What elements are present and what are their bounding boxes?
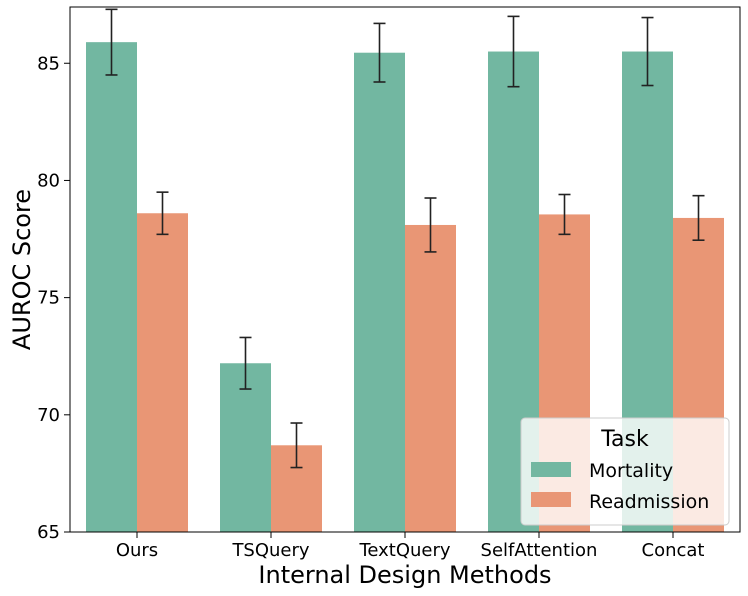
error-bar-readmission-textquery <box>424 197 437 253</box>
x-tick-label-textquery: TextQuery <box>358 540 450 561</box>
y-tick-label: 80 <box>37 170 60 191</box>
error-bar-mortality-concat <box>641 16 654 87</box>
x-tick-label-selfattention: SelfAttention <box>481 540 598 561</box>
legend-label-readmission: Readmission <box>589 491 709 513</box>
error-bar-mortality-tsquery <box>239 336 252 390</box>
error-bar-mortality-textquery <box>373 22 386 83</box>
error-bar-mortality-selfattention <box>507 15 520 88</box>
legend: Task Mortality Readmission <box>520 417 730 526</box>
y-axis-label: AUROC Score <box>8 189 36 350</box>
legend-swatch-mortality <box>531 462 571 477</box>
legend-title: Task <box>600 427 649 452</box>
legend-box <box>520 417 730 526</box>
bar-readmission-textquery <box>405 224 456 532</box>
error-bar-mortality-ours <box>105 8 118 76</box>
x-axis: Ours TSQuery TextQuery SelfAttention Concat <box>116 532 705 561</box>
error-bars-layer <box>105 8 705 469</box>
y-tick-label: 65 <box>37 522 60 543</box>
error-bar-readmission-tsquery <box>290 422 303 469</box>
error-bar-readmission-concat <box>692 194 705 242</box>
error-bar-readmission-selfattention <box>558 193 571 236</box>
bar-mortality-ours <box>86 42 137 532</box>
y-axis: 65 70 75 80 85 <box>37 53 70 543</box>
error-bar-readmission-ours <box>156 191 169 236</box>
bar-readmission-ours <box>137 213 188 532</box>
x-tick-label-ours: Ours <box>116 540 158 561</box>
bar-mortality-textquery <box>354 52 405 532</box>
legend-swatch-readmission <box>531 492 571 507</box>
y-tick-label: 70 <box>37 405 60 426</box>
y-tick-label: 85 <box>37 53 60 74</box>
x-tick-label-tsquery: TSQuery <box>231 540 309 561</box>
legend-label-mortality: Mortality <box>589 460 673 482</box>
x-tick-label-concat: Concat <box>642 540 705 561</box>
y-tick-label: 75 <box>37 288 60 309</box>
x-axis-label: Internal Design Methods <box>258 561 551 589</box>
bar-mortality-tsquery <box>220 363 271 532</box>
